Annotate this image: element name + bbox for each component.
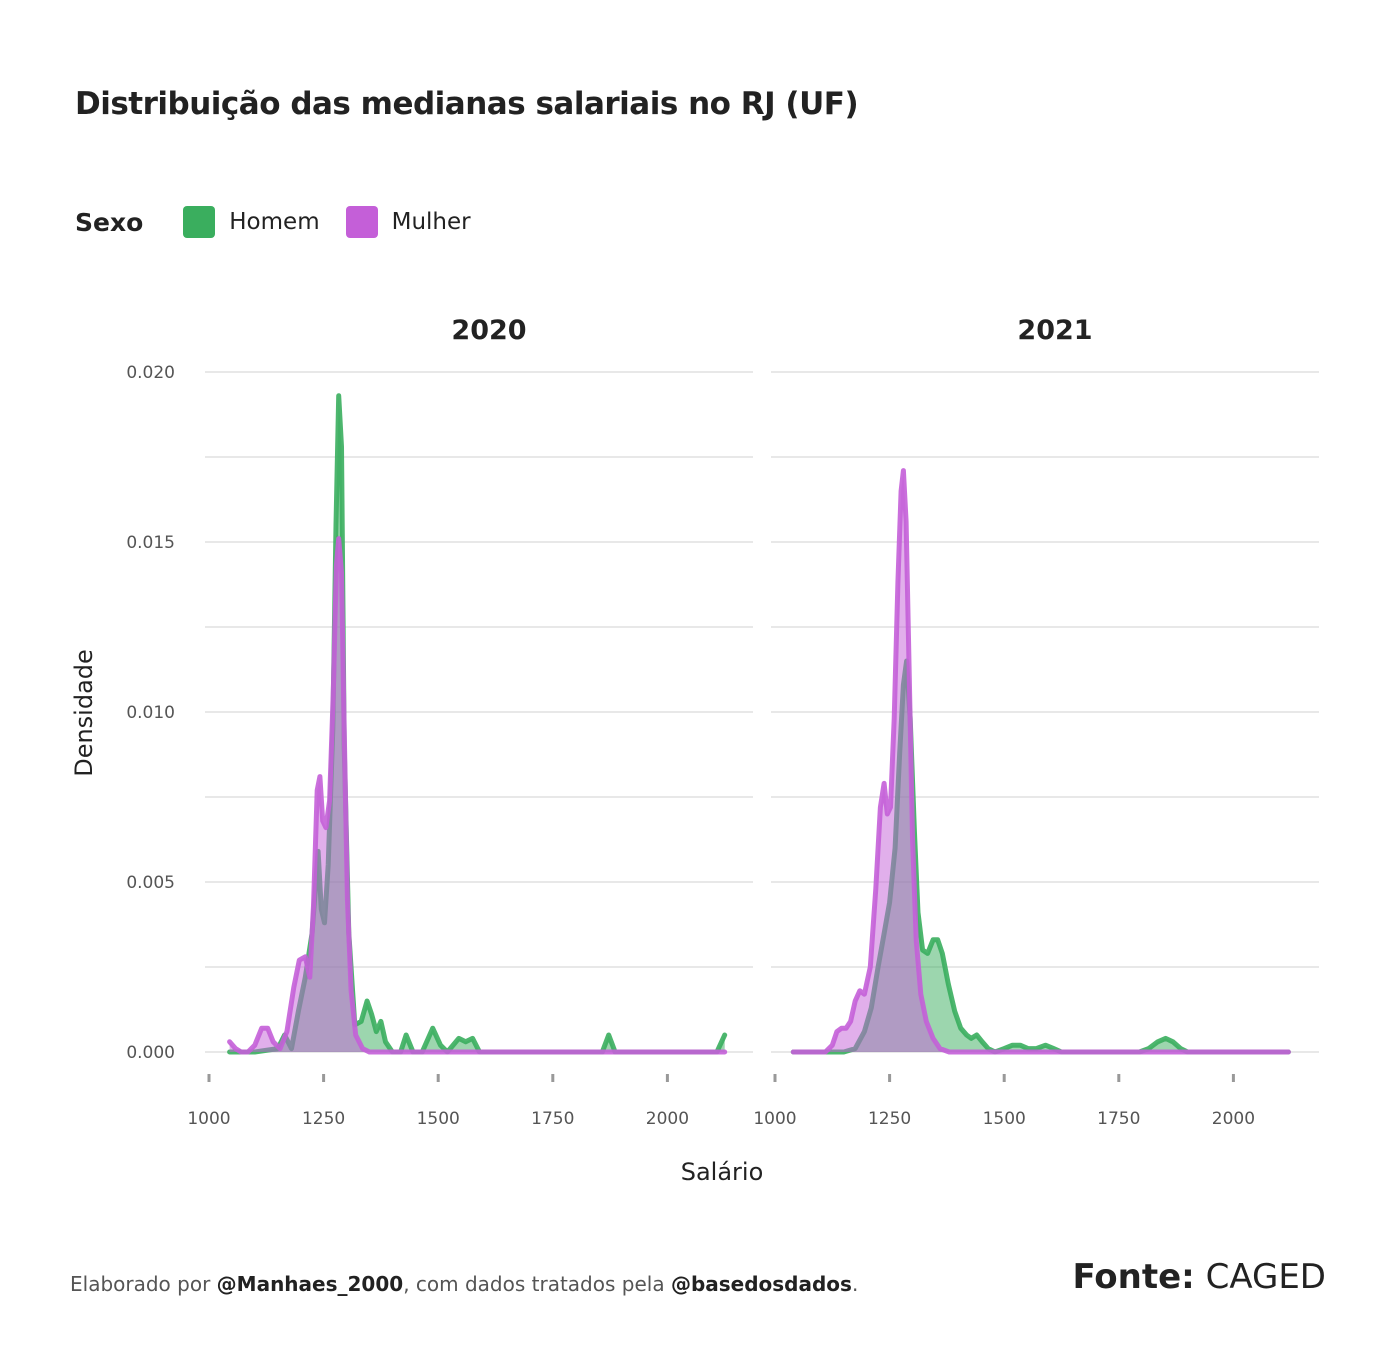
panel-2021: 2021 1000 1250 1500 1750 2000 [753, 315, 1319, 1129]
legend-swatch-mulher [345, 206, 378, 238]
y-tick-label: 0.010 [126, 703, 175, 723]
density-area-mulher [229, 538, 725, 1052]
source-value: CAGED [1205, 1257, 1326, 1297]
density-area-mulher [793, 470, 1289, 1053]
legend-label-mulher: Mulher [391, 209, 471, 235]
x-axis-title: Salário [681, 1158, 764, 1186]
y-tick-label: 0.020 [126, 363, 175, 383]
y-tick-label: 0.005 [126, 873, 175, 893]
x-tick-label: 1250 [302, 1109, 345, 1129]
y-tick-label: 0.000 [126, 1043, 175, 1063]
legend-item-homem: Homem [183, 206, 320, 238]
density-line-mulher [790, 468, 1291, 1055]
legend-label-homem: Homem [229, 209, 320, 235]
footer-org: @basedosdados [670, 1272, 852, 1296]
footer-middle: , com dados tratados pela [403, 1272, 671, 1296]
footer-credit: Elaborado por @Manhaes_2000, com dados t… [70, 1272, 858, 1296]
x-tick-label: 1500 [983, 1109, 1026, 1129]
x-tick-label: 1250 [868, 1109, 911, 1129]
panel-title: 2020 [451, 315, 526, 346]
footer-suffix: . [851, 1272, 859, 1296]
footer-author: @Manhaes_2000 [216, 1272, 404, 1296]
source-label: Fonte: [1072, 1257, 1195, 1297]
density-area-homem [229, 395, 725, 1052]
x-tick-label: 1500 [417, 1109, 460, 1129]
y-axis-title: Densidade [70, 649, 98, 777]
legend-item-mulher: Mulher [345, 206, 471, 238]
legend-swatch-homem [183, 206, 216, 238]
panel-2020: 2020 1000 1250 1500 1750 2000 [187, 315, 753, 1129]
x-tick-label: 2000 [646, 1109, 689, 1129]
legend-title: Sexo [75, 207, 144, 237]
x-tick-label: 1000 [187, 1109, 230, 1129]
footer-prefix: Elaborado por [70, 1272, 217, 1296]
x-tick-label: 1000 [753, 1109, 796, 1129]
x-tick-label: 1750 [1097, 1109, 1140, 1129]
x-tick-label: 2000 [1212, 1109, 1255, 1129]
source-note: Fonte: CAGED [1072, 1257, 1326, 1297]
panel-title: 2021 [1017, 315, 1092, 346]
legend: Sexo Homem Mulher [75, 200, 497, 244]
x-tick-label: 1750 [531, 1109, 574, 1129]
y-tick-label: 0.015 [126, 533, 175, 553]
density-line-homem [227, 393, 728, 1055]
density-line-mulher [227, 536, 728, 1055]
chart-title: Distribuição das medianas salariais no R… [75, 86, 859, 122]
